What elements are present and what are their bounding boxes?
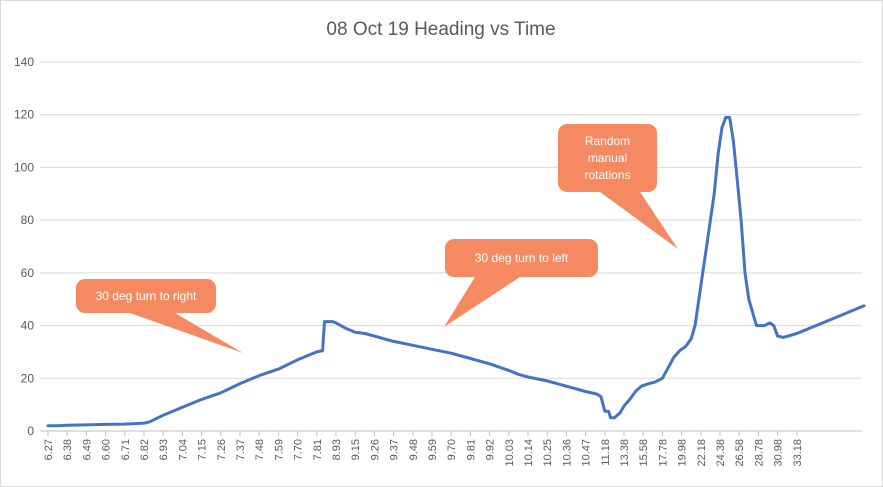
x-tick-label: 10.36 — [561, 439, 573, 467]
x-tick-label: 7.04 — [177, 439, 189, 460]
x-tick-label: 7.59 — [273, 439, 285, 460]
callout-pointer — [130, 313, 243, 353]
chart-title: 08 Oct 19 Heading vs Time — [326, 19, 555, 40]
callout-box — [445, 239, 598, 277]
series-group — [46, 115, 866, 428]
callout-text: 30 deg turn to right — [96, 289, 197, 303]
x-tick-label: 6.93 — [158, 439, 170, 460]
x-tick-label: 6.49 — [81, 439, 93, 460]
series-line — [46, 115, 866, 428]
x-tick-label: 9.92 — [485, 439, 497, 460]
callout-pointer — [444, 277, 520, 327]
y-tick-label: 100 — [14, 160, 34, 174]
x-tick-label: 24.38 — [715, 439, 727, 467]
y-tick-label: 120 — [14, 108, 34, 122]
x-tick-label: 7.81 — [312, 439, 324, 460]
callout-box — [76, 279, 216, 313]
x-tick-label: 26.58 — [734, 439, 746, 467]
x-tick-label: 9.15 — [350, 439, 362, 460]
x-tick-label: 9.37 — [389, 439, 401, 460]
x-tick-label: 10.25 — [542, 439, 554, 467]
x-tick-label: 6.71 — [120, 439, 132, 460]
x-tick-label: 7.37 — [235, 439, 247, 460]
x-tick-label: 22.18 — [696, 439, 708, 467]
x-tick-label: 10.47 — [581, 439, 593, 467]
x-tick-label: 7.15 — [197, 439, 209, 460]
x-tick-label: 33.18 — [792, 439, 804, 467]
x-tick-label: 9.81 — [465, 439, 477, 460]
callout-text: Random — [585, 134, 630, 148]
x-tick-label: 9.26 — [369, 439, 381, 460]
x-tick-label: 11.18 — [600, 439, 612, 466]
x-tick-label: 7.26 — [216, 439, 228, 460]
callout-text: rotations — [584, 168, 630, 182]
callout: Random manual rotations — [558, 124, 678, 249]
callout: 30 deg turn to left — [444, 239, 598, 327]
x-tick-label: 6.60 — [101, 439, 113, 460]
callout-box — [558, 124, 657, 192]
x-tick-label: 7.48 — [254, 439, 266, 460]
y-tick-label: 40 — [21, 319, 35, 333]
callouts: 30 deg turn to right 30 deg turn to left R… — [76, 124, 678, 353]
x-tick-label: 6.38 — [62, 439, 74, 460]
y-tick-label: 20 — [21, 371, 35, 385]
callout-text: manual — [588, 151, 627, 165]
x-tick-label: 10.03 — [504, 439, 516, 467]
y-tick-label: 0 — [27, 424, 34, 438]
x-axis: 6.27 6.38 6.49 6.60 6.71 6.82 6.93 7.04 7.15 7.26… — [40, 430, 862, 467]
x-tick-label: 8.93 — [331, 439, 343, 460]
x-tick-label: 30.98 — [773, 439, 785, 467]
callout-pointer — [600, 192, 678, 249]
x-tick-label: 19.98 — [677, 439, 689, 467]
y-tick-label: 140 — [14, 55, 34, 69]
x-tick-label: 13.38 — [619, 439, 631, 467]
y-tick-label: 80 — [21, 213, 35, 227]
x-tick-label: 28.78 — [753, 439, 765, 467]
x-tick-label: 9.48 — [408, 439, 420, 460]
x-tick-label: 7.70 — [293, 439, 305, 460]
x-tick-label: 15.58 — [638, 439, 650, 467]
x-tick-label: 9.59 — [427, 439, 439, 460]
y-axis: 0 20 40 60 80 100 120 140 — [14, 55, 34, 438]
x-tick-label: 10.14 — [523, 439, 535, 467]
callout: 30 deg turn to right — [76, 279, 243, 353]
gridlines — [40, 61, 862, 379]
x-tick-label: 17.78 — [657, 439, 669, 467]
callout-text: 30 deg turn to left — [475, 251, 569, 265]
x-tick-label: 6.27 — [43, 439, 55, 460]
x-tick-label: 9.70 — [446, 439, 458, 460]
x-tick-label: 6.82 — [139, 439, 151, 460]
y-tick-label: 60 — [21, 266, 35, 280]
